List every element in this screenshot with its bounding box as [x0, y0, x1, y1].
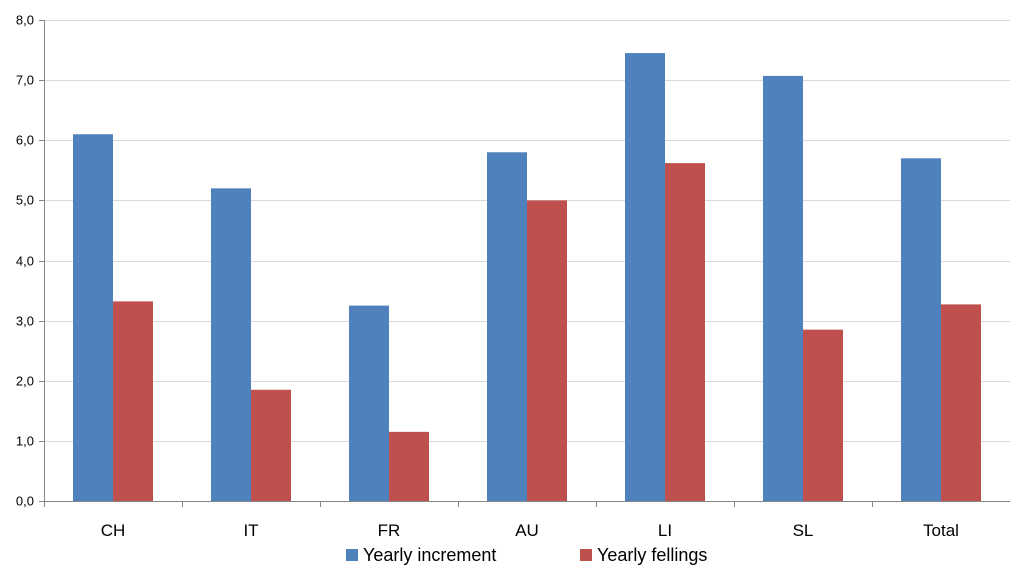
y-tick-label: 7,0 — [16, 73, 34, 88]
y-tick-label: 6,0 — [16, 133, 34, 148]
bar-fellings-fr — [389, 431, 429, 501]
y-tick-label: 5,0 — [16, 193, 34, 208]
x-tick-label: Total — [923, 521, 959, 540]
bar-fellings-sl — [803, 329, 843, 501]
bars — [73, 53, 981, 502]
x-tick-labels: CH IT FR AU LI SL Total — [101, 521, 959, 540]
bar-increment-fr — [349, 305, 389, 501]
bar-increment-au — [487, 152, 527, 501]
bar-fellings-li — [665, 163, 705, 501]
bar-increment-li — [625, 53, 665, 501]
x-tick-label: CH — [101, 521, 126, 540]
legend-swatch — [346, 549, 358, 561]
y-tick-labels: 0,0 1,0 2,0 3,0 4,0 5,0 6,0 7,0 8,0 — [16, 13, 34, 509]
legend-label: Yearly fellings — [597, 545, 707, 565]
legend-label: Yearly increment — [363, 545, 496, 565]
bar-fellings-it — [251, 389, 291, 501]
legend: Yearly increment Yearly fellings — [346, 545, 707, 565]
y-tick-label: 2,0 — [16, 374, 34, 389]
bar-increment-it — [211, 188, 251, 501]
y-tick-label: 3,0 — [16, 314, 34, 329]
x-tick-label: LI — [658, 521, 672, 540]
y-tick-label: 1,0 — [16, 434, 34, 449]
y-tick-label: 4,0 — [16, 254, 34, 269]
legend-item: Yearly increment — [346, 545, 496, 565]
bar-fellings-total — [941, 304, 981, 501]
x-tick-label: AU — [515, 521, 539, 540]
bar-increment-sl — [763, 75, 803, 501]
legend-swatch — [580, 549, 592, 561]
x-tick-label: FR — [378, 521, 401, 540]
legend-item: Yearly fellings — [580, 545, 707, 565]
axes — [39, 20, 1010, 507]
x-tick-label: SL — [793, 521, 814, 540]
bar-fellings-ch — [113, 301, 153, 501]
bar-increment-ch — [73, 134, 113, 502]
y-tick-label: 8,0 — [16, 13, 34, 28]
bar-increment-total — [901, 158, 941, 501]
bar-fellings-au — [527, 200, 567, 501]
y-tick-label: 0,0 — [16, 494, 34, 509]
x-tick-label: IT — [243, 521, 258, 540]
